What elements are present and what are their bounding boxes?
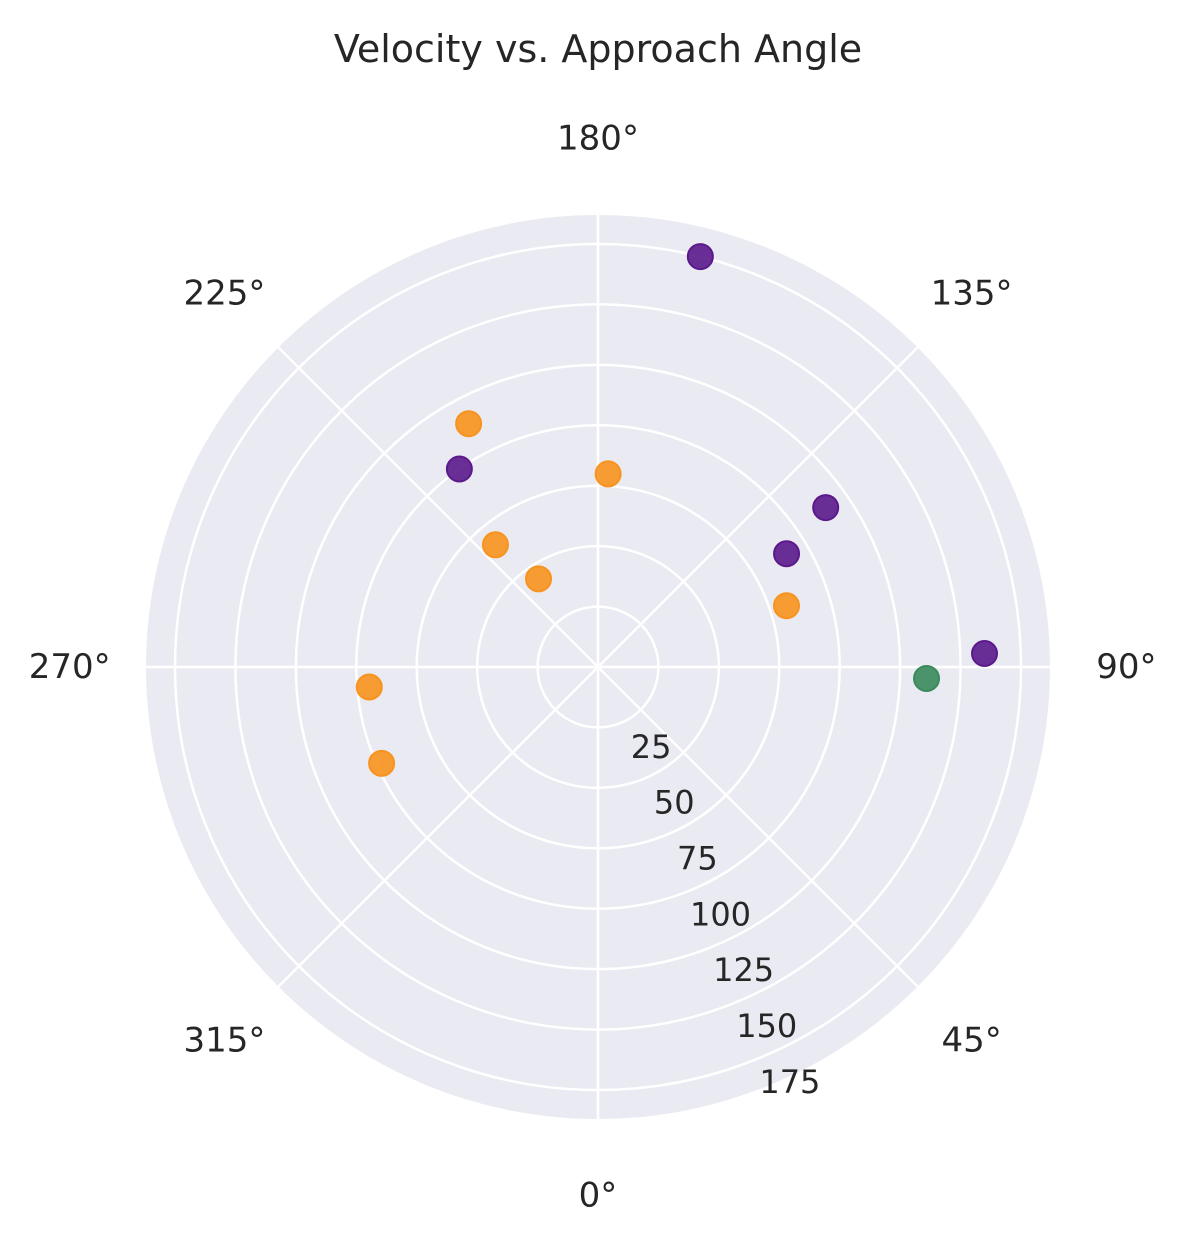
radial-gridline <box>475 544 721 790</box>
radial-gridline <box>173 242 1023 1092</box>
data-point <box>773 592 801 620</box>
angle-tick-labels: 0° 45° 90° 135° 180° 225° 270° 315° <box>29 119 1157 1216</box>
data-point <box>686 243 714 271</box>
angle-tick-label: 225° <box>183 273 265 313</box>
angle-tick-label: 135° <box>931 273 1013 313</box>
angle-tick-label: 90° <box>1096 647 1156 687</box>
radial-gridline <box>536 605 660 729</box>
angle-tick-label: 0° <box>579 1175 618 1215</box>
data-point <box>812 494 840 522</box>
data-point <box>455 410 483 438</box>
radial-tick-label: 75 <box>677 839 718 877</box>
chart-title: Velocity vs. Approach Angle <box>334 27 862 71</box>
angle-tick-label: 180° <box>557 119 639 159</box>
radial-tick-label: 50 <box>654 784 695 822</box>
data-point <box>773 540 801 568</box>
angular-gridline <box>277 666 599 988</box>
data-point <box>594 460 622 488</box>
radial-tick-label: 150 <box>736 1007 797 1045</box>
data-point <box>481 531 509 559</box>
radial-gridline <box>294 363 902 971</box>
data-point <box>445 455 473 483</box>
angle-tick-label: 270° <box>29 647 111 687</box>
radial-tick-labels: 25 50 75 100 125 150 175 <box>631 728 821 1101</box>
radial-tick-label: 125 <box>713 951 774 989</box>
radial-tick-label: 100 <box>690 895 751 933</box>
angular-gridline <box>277 346 599 668</box>
data-point <box>368 749 396 777</box>
angle-tick-label: 315° <box>183 1021 265 1061</box>
radial-gridline <box>415 484 781 850</box>
angle-tick-label: 45° <box>941 1021 1001 1061</box>
data-point <box>971 640 999 668</box>
radial-gridline <box>234 303 962 1031</box>
data-point <box>355 673 383 701</box>
scatter-points <box>355 243 999 777</box>
angular-gridlines <box>146 215 1050 1119</box>
angular-gridline <box>597 666 919 988</box>
radial-tick-label: 25 <box>631 728 672 766</box>
radial-gridline <box>355 424 841 910</box>
radial-gridlines <box>173 242 1023 1092</box>
angular-gridline <box>597 346 919 668</box>
radial-tick-label: 175 <box>759 1063 820 1101</box>
data-point <box>525 565 553 593</box>
data-point <box>913 664 941 692</box>
